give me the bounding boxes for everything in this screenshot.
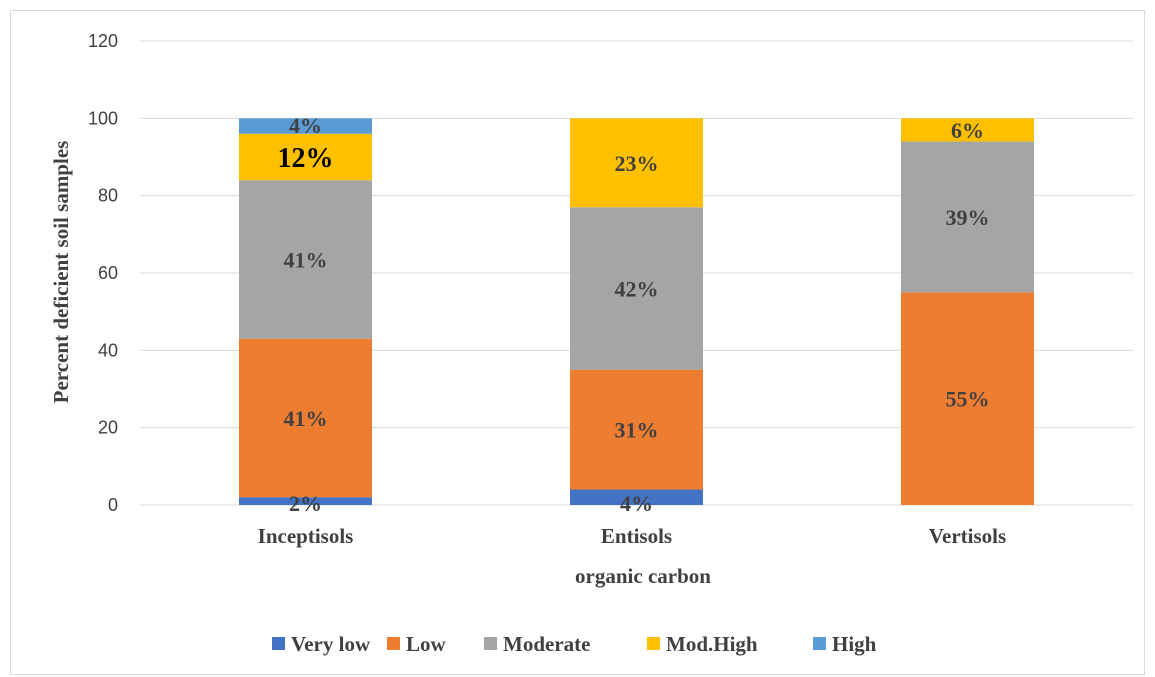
data-labels: 2% 41% 41% 12% 4% 4% 31% 42% 23% 55% 39% 6% <box>278 113 990 516</box>
legend-swatch <box>484 637 497 650</box>
data-label: 41% <box>284 406 328 431</box>
legend-label: Moderate <box>503 632 590 656</box>
data-label: 4% <box>620 491 653 516</box>
bar-segment <box>239 118 372 134</box>
y-axis-ticks: 0 20 40 60 80 100 120 <box>88 31 118 515</box>
legend-label: High <box>832 632 877 656</box>
data-label: 6% <box>951 118 984 143</box>
legend-swatch <box>272 637 285 650</box>
x-category-label: Entisols <box>601 524 672 548</box>
legend: Very low Low Moderate Mod.High High <box>272 632 877 656</box>
legend-swatch <box>813 637 826 650</box>
bar-segment <box>901 118 1034 142</box>
bars <box>239 118 1034 505</box>
legend-label: Low <box>406 632 447 656</box>
data-label: 31% <box>615 418 659 443</box>
data-label: 41% <box>284 247 328 272</box>
data-label: 4% <box>289 113 322 138</box>
x-category-label: Vertisols <box>929 524 1006 548</box>
bar-segment <box>901 292 1034 505</box>
y-tick-label: 100 <box>88 108 118 128</box>
x-axis-categories: Inceptisols Entisols Vertisols <box>258 524 1007 548</box>
y-tick-label: 120 <box>88 31 118 51</box>
bar-segment <box>239 497 372 505</box>
data-label: 42% <box>615 276 659 301</box>
legend-label: Very low <box>291 632 371 656</box>
bar-segment <box>901 141 1034 293</box>
bar-segment <box>239 338 372 498</box>
y-tick-label: 40 <box>98 340 118 360</box>
bar-segment <box>570 369 703 490</box>
y-tick-label: 60 <box>98 263 118 283</box>
bar-segment <box>570 118 703 208</box>
bar-segment <box>239 133 372 181</box>
bar-segment <box>570 489 703 505</box>
data-label: 12% <box>278 143 334 174</box>
data-label: 23% <box>615 151 659 176</box>
data-label: 2% <box>289 491 322 516</box>
legend-swatch <box>387 637 400 650</box>
x-axis-title: organic carbon <box>575 564 711 588</box>
y-tick-label: 0 <box>108 495 118 515</box>
x-category-label: Inceptisols <box>258 524 354 548</box>
y-axis-title: Percent deficient soil samples <box>49 141 73 404</box>
y-tick-label: 80 <box>98 186 118 206</box>
legend-label: Mod.High <box>666 632 758 656</box>
data-label: 39% <box>946 205 990 230</box>
bar-segment <box>239 180 372 339</box>
data-label: 55% <box>946 387 990 412</box>
legend-swatch <box>647 637 660 650</box>
bar-segment <box>570 207 703 370</box>
y-tick-label: 20 <box>98 418 118 438</box>
